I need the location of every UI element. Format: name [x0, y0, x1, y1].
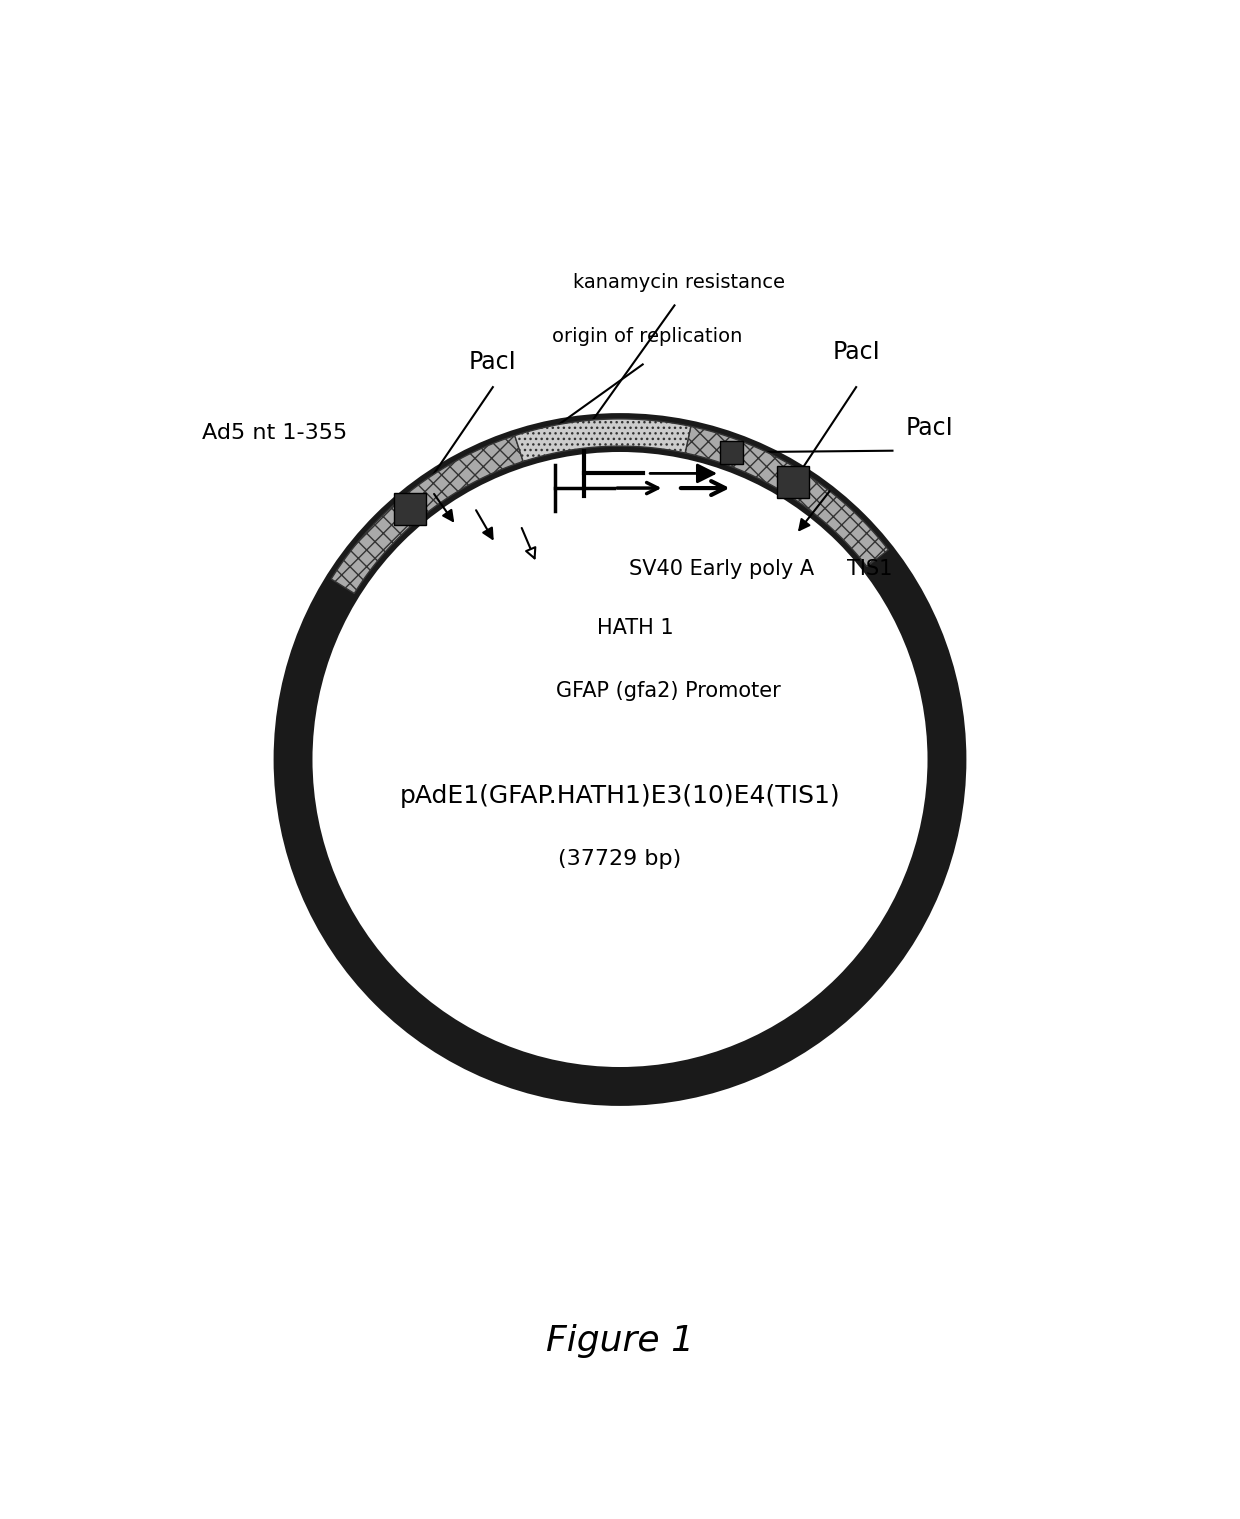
FancyBboxPatch shape	[394, 494, 425, 526]
Text: pAdE1(GFAP.HATH1)E3(10)E4(TIS1): pAdE1(GFAP.HATH1)E3(10)E4(TIS1)	[399, 784, 841, 808]
Text: origin of replication: origin of replication	[552, 327, 743, 346]
Text: PacI: PacI	[469, 349, 517, 374]
FancyBboxPatch shape	[777, 466, 810, 498]
Text: SV40 Early poly A: SV40 Early poly A	[629, 559, 815, 579]
Text: Ad5 nt 1-355: Ad5 nt 1-355	[202, 422, 347, 442]
Polygon shape	[515, 419, 691, 462]
Text: Figure 1: Figure 1	[546, 1323, 694, 1358]
Polygon shape	[686, 427, 888, 567]
Text: GFAP (gfa2) Promoter: GFAP (gfa2) Promoter	[557, 682, 781, 702]
Text: PacI: PacI	[832, 340, 880, 365]
FancyBboxPatch shape	[720, 441, 743, 463]
Text: kanamycin resistance: kanamycin resistance	[573, 273, 785, 292]
Text: TIS1: TIS1	[847, 559, 893, 579]
Text: PacI: PacI	[906, 416, 954, 441]
Text: HATH 1: HATH 1	[598, 618, 673, 638]
Polygon shape	[331, 436, 523, 594]
Text: (37729 bp): (37729 bp)	[558, 849, 682, 869]
